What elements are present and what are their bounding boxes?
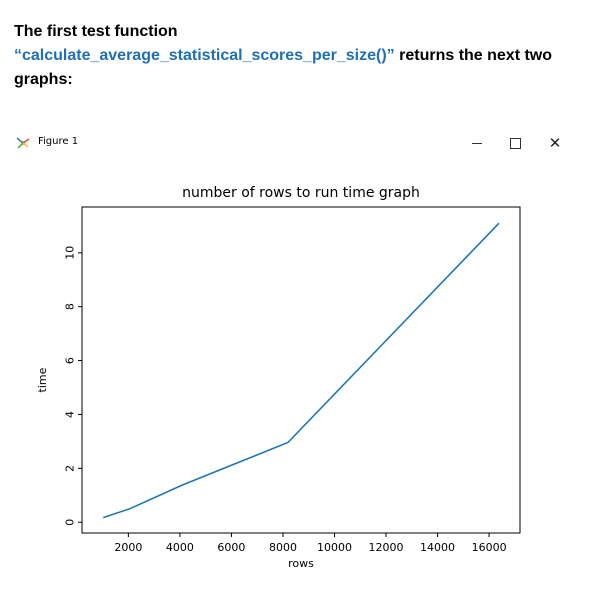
plot-frame [81, 206, 521, 534]
x-tick-label: 12000 [369, 541, 404, 554]
function-name: “calculate_average_statistical_scores_pe… [14, 47, 395, 64]
y-tick-label: 10 [64, 246, 77, 260]
maximize-button[interactable] [500, 132, 530, 154]
y-tick-label: 6 [64, 357, 77, 364]
maximize-icon [509, 137, 521, 149]
intro-line-1: The first test function [14, 23, 178, 40]
x-tick-label: 4000 [166, 541, 194, 554]
y-tick-label: 2 [64, 465, 77, 472]
window-titlebar[interactable]: Figure 1 ✕ [0, 128, 607, 158]
x-tick-label: 6000 [217, 541, 245, 554]
close-button[interactable]: ✕ [540, 132, 570, 154]
y-axis: 0 2 4 6 8 10 [64, 246, 82, 526]
minimize-button[interactable] [462, 132, 492, 154]
x-tick-label: 10000 [317, 541, 352, 554]
chart-title: number of rows to run time graph [182, 185, 420, 201]
x-axis-label: rows [288, 557, 314, 570]
intro-line-2-rest: returns the next two [394, 47, 553, 64]
window-title: Figure 1 [38, 136, 79, 147]
series-line [102, 222, 500, 519]
x-axis: 2000 4000 6000 8000 10000 12000 14000 16000 [114, 533, 507, 554]
chart-canvas: number of rows to run time graph 2000 400… [36, 185, 521, 570]
y-tick-label: 0 [64, 519, 77, 526]
matplotlib-figure-icon [16, 137, 30, 149]
intro-text: The first test function “calculate_avera… [14, 20, 599, 92]
x-tick-label: 14000 [420, 541, 455, 554]
x-tick-label: 2000 [114, 541, 142, 554]
close-icon: ✕ [548, 133, 562, 152]
minimize-icon [472, 142, 482, 144]
intro-line-3: graphs: [14, 71, 73, 88]
y-tick-label: 8 [64, 303, 77, 310]
x-tick-label: 8000 [269, 541, 297, 554]
y-tick-label: 4 [64, 411, 77, 418]
y-axis-label: time [36, 367, 49, 392]
intro-line-2: “calculate_average_statistical_scores_pe… [14, 44, 599, 68]
x-tick-label: 16000 [472, 541, 507, 554]
